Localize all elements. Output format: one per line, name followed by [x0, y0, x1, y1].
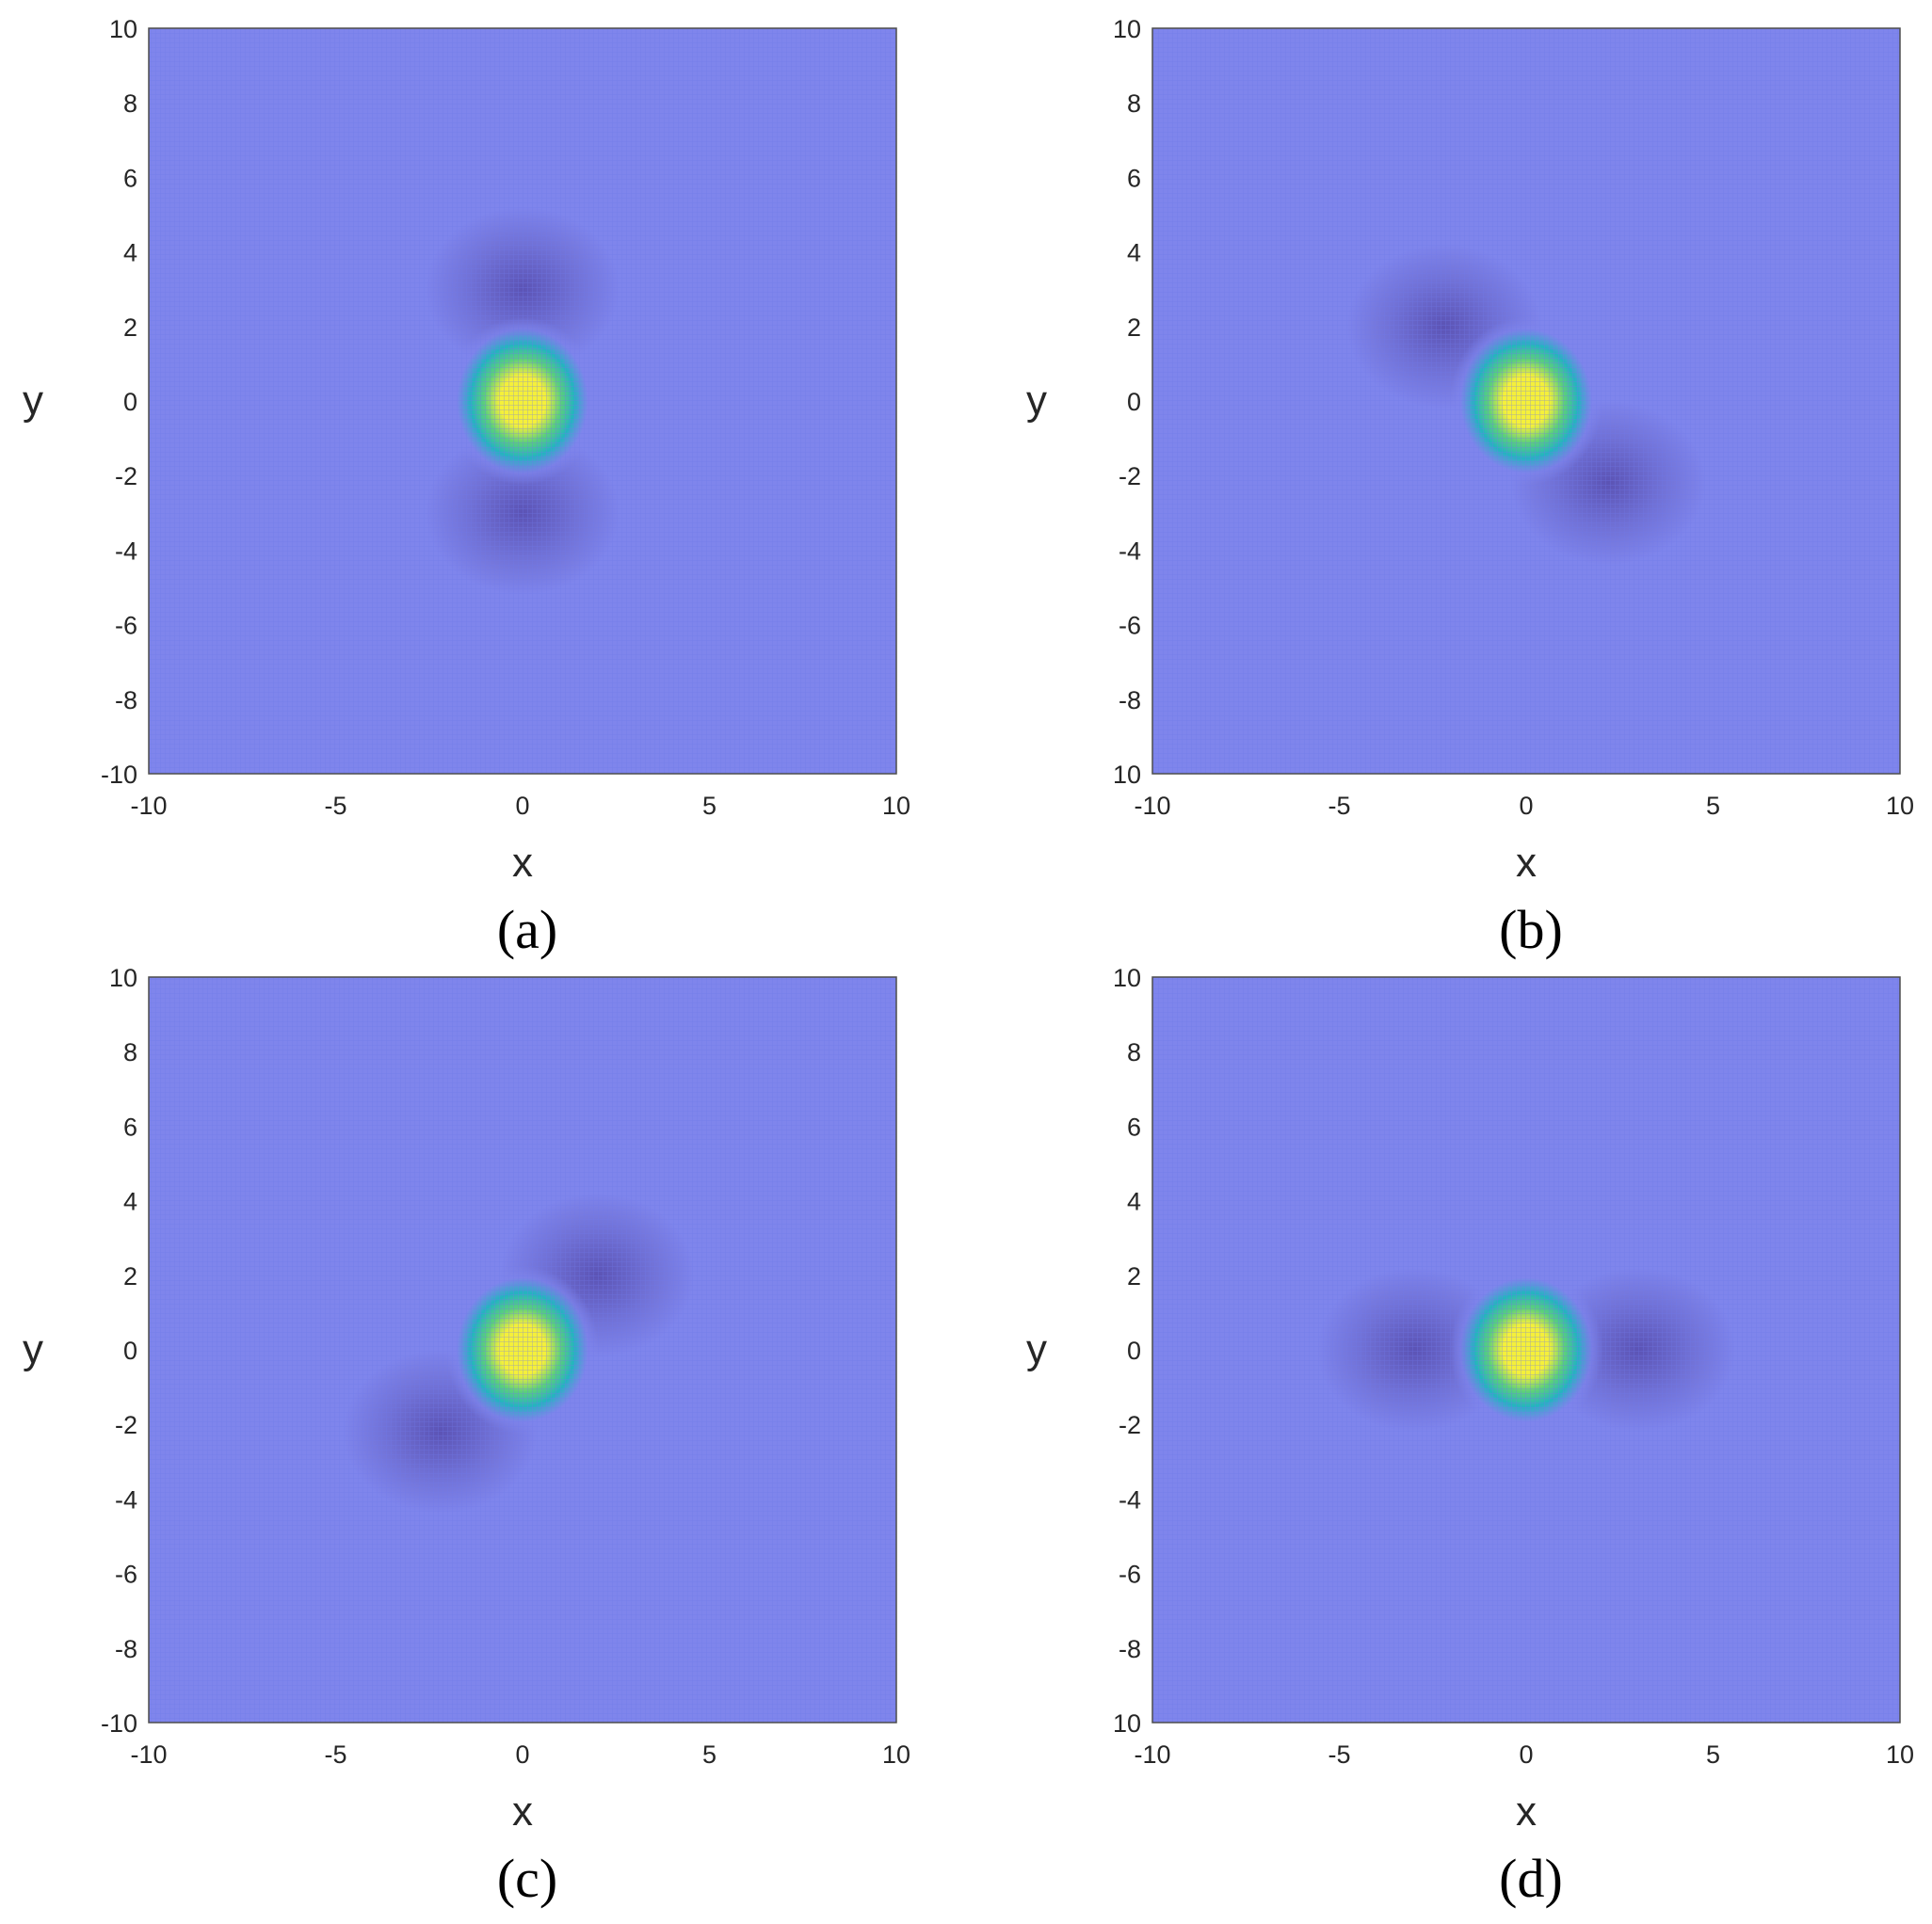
x-tick-label: 0	[515, 792, 529, 820]
y-tick-label: 0	[123, 1337, 137, 1365]
axes-frame	[1151, 27, 1901, 775]
x-tick-label: -10	[130, 1740, 167, 1769]
panel-label: (d)	[1499, 1848, 1563, 1909]
y-tick-label: -2	[1119, 462, 1141, 490]
y-tick-label: 6	[123, 1113, 137, 1141]
y-tick-label: 8	[1127, 1038, 1141, 1066]
y-tick-label: 0	[123, 388, 137, 416]
y-tick-label: -8	[115, 1635, 137, 1663]
y-axis-label: y	[1026, 1326, 1047, 1372]
x-tick-label: -5	[1328, 792, 1350, 820]
panel-label: (c)	[497, 1848, 557, 1909]
panel-2: -10 -5 0 5 10 10 8 6 4 2 0 -2 -4 -6 -8 10 x y (b)	[1026, 15, 1914, 960]
panel-4: -10 -5 0 5 10 10 8 6 4 2 0 -2 -4 -6 -8 10 x y (d)	[1026, 964, 1914, 1909]
y-tick-label: 4	[1127, 1188, 1141, 1216]
panel-label: (a)	[497, 899, 557, 960]
y-tick-label: 8	[123, 89, 137, 118]
x-tick-label: -10	[1134, 1740, 1170, 1769]
y-tick-label: 0	[1127, 388, 1141, 416]
y-tick-label: 2	[123, 1262, 137, 1291]
y-axis-label: y	[23, 1326, 43, 1372]
x-tick-label: -5	[324, 792, 346, 820]
x-tick-label: -5	[1328, 1740, 1350, 1769]
y-tick-label: 2	[1127, 1262, 1141, 1291]
y-axis-label: y	[23, 377, 43, 424]
y-tick-label: 0	[1127, 1337, 1141, 1365]
x-tick-label: 10	[882, 1740, 910, 1769]
y-tick-label: -2	[115, 462, 137, 490]
y-tick-label: -2	[1119, 1411, 1141, 1439]
y-tick-label: 10	[109, 964, 137, 992]
y-tick-label: 6	[1127, 1113, 1141, 1141]
y-tick-label: 10	[109, 15, 137, 43]
x-axis-label: x	[1516, 840, 1537, 886]
y-tick-label: -4	[115, 537, 137, 565]
y-tick-label: -4	[1119, 1485, 1141, 1514]
mesh-grid	[149, 28, 896, 774]
y-tick-label: -10	[101, 761, 137, 789]
x-tick-label: 0	[515, 1740, 529, 1769]
x-axis-label: x	[512, 840, 533, 886]
y-tick-label: -8	[1119, 1635, 1141, 1663]
axes-frame	[148, 27, 897, 775]
x-tick-label: 5	[702, 1740, 716, 1769]
y-tick-label: -8	[1119, 686, 1141, 714]
y-tick-label: 10	[1113, 761, 1141, 789]
x-tick-label: 0	[1519, 792, 1533, 820]
y-tick-label: 8	[123, 1038, 137, 1066]
x-axis-label: x	[1516, 1788, 1537, 1835]
x-tick-label: 0	[1519, 1740, 1533, 1769]
x-tick-label: 5	[1706, 792, 1720, 820]
y-tick-label: -4	[1119, 537, 1141, 565]
y-tick-label: 10	[1113, 15, 1141, 43]
x-tick-label: -10	[130, 792, 167, 820]
y-tick-label: -10	[101, 1709, 137, 1738]
y-tick-label: 6	[123, 164, 137, 192]
panel-3: -10 -5 0 5 10 10 8 6 4 2 0 -2 -4 -6 -8 -10 x y (c)	[23, 964, 910, 1909]
y-tick-label: 4	[1127, 239, 1141, 267]
y-tick-label: 10	[1113, 964, 1141, 992]
x-tick-label: 10	[1886, 792, 1914, 820]
panel-1: -10 -5 0 5 10 10 8 6 4 2 0 -2 -4 -6 -8 -10 x y (a)	[23, 15, 910, 960]
y-tick-label: 10	[1113, 1709, 1141, 1738]
y-tick-label: 2	[1127, 313, 1141, 342]
x-axis-label: x	[512, 1788, 533, 1835]
y-tick-label: -6	[115, 612, 137, 640]
y-tick-label: 8	[1127, 89, 1141, 118]
mesh-grid	[1152, 977, 1900, 1723]
mesh-grid	[1152, 28, 1900, 774]
y-tick-label: -2	[115, 1411, 137, 1439]
x-tick-label: 10	[1886, 1740, 1914, 1769]
y-tick-label: -6	[1119, 612, 1141, 640]
y-tick-label: -4	[115, 1485, 137, 1514]
y-tick-label: 4	[123, 239, 137, 267]
y-tick-label: 4	[123, 1188, 137, 1216]
x-tick-label: 5	[702, 792, 716, 820]
y-tick-label: -8	[115, 686, 137, 714]
axes-frame	[148, 976, 897, 1724]
mesh-grid	[149, 977, 896, 1723]
x-tick-label: -5	[324, 1740, 346, 1769]
y-tick-label: -6	[1119, 1561, 1141, 1589]
axes-frame	[1151, 976, 1901, 1724]
y-axis-label: y	[1026, 377, 1047, 424]
y-tick-label: 6	[1127, 164, 1141, 192]
y-tick-label: -6	[115, 1561, 137, 1589]
x-tick-label: -10	[1134, 792, 1170, 820]
x-tick-label: 5	[1706, 1740, 1720, 1769]
panel-label: (b)	[1499, 899, 1563, 960]
y-tick-label: 2	[123, 313, 137, 342]
x-tick-label: 10	[882, 792, 910, 820]
